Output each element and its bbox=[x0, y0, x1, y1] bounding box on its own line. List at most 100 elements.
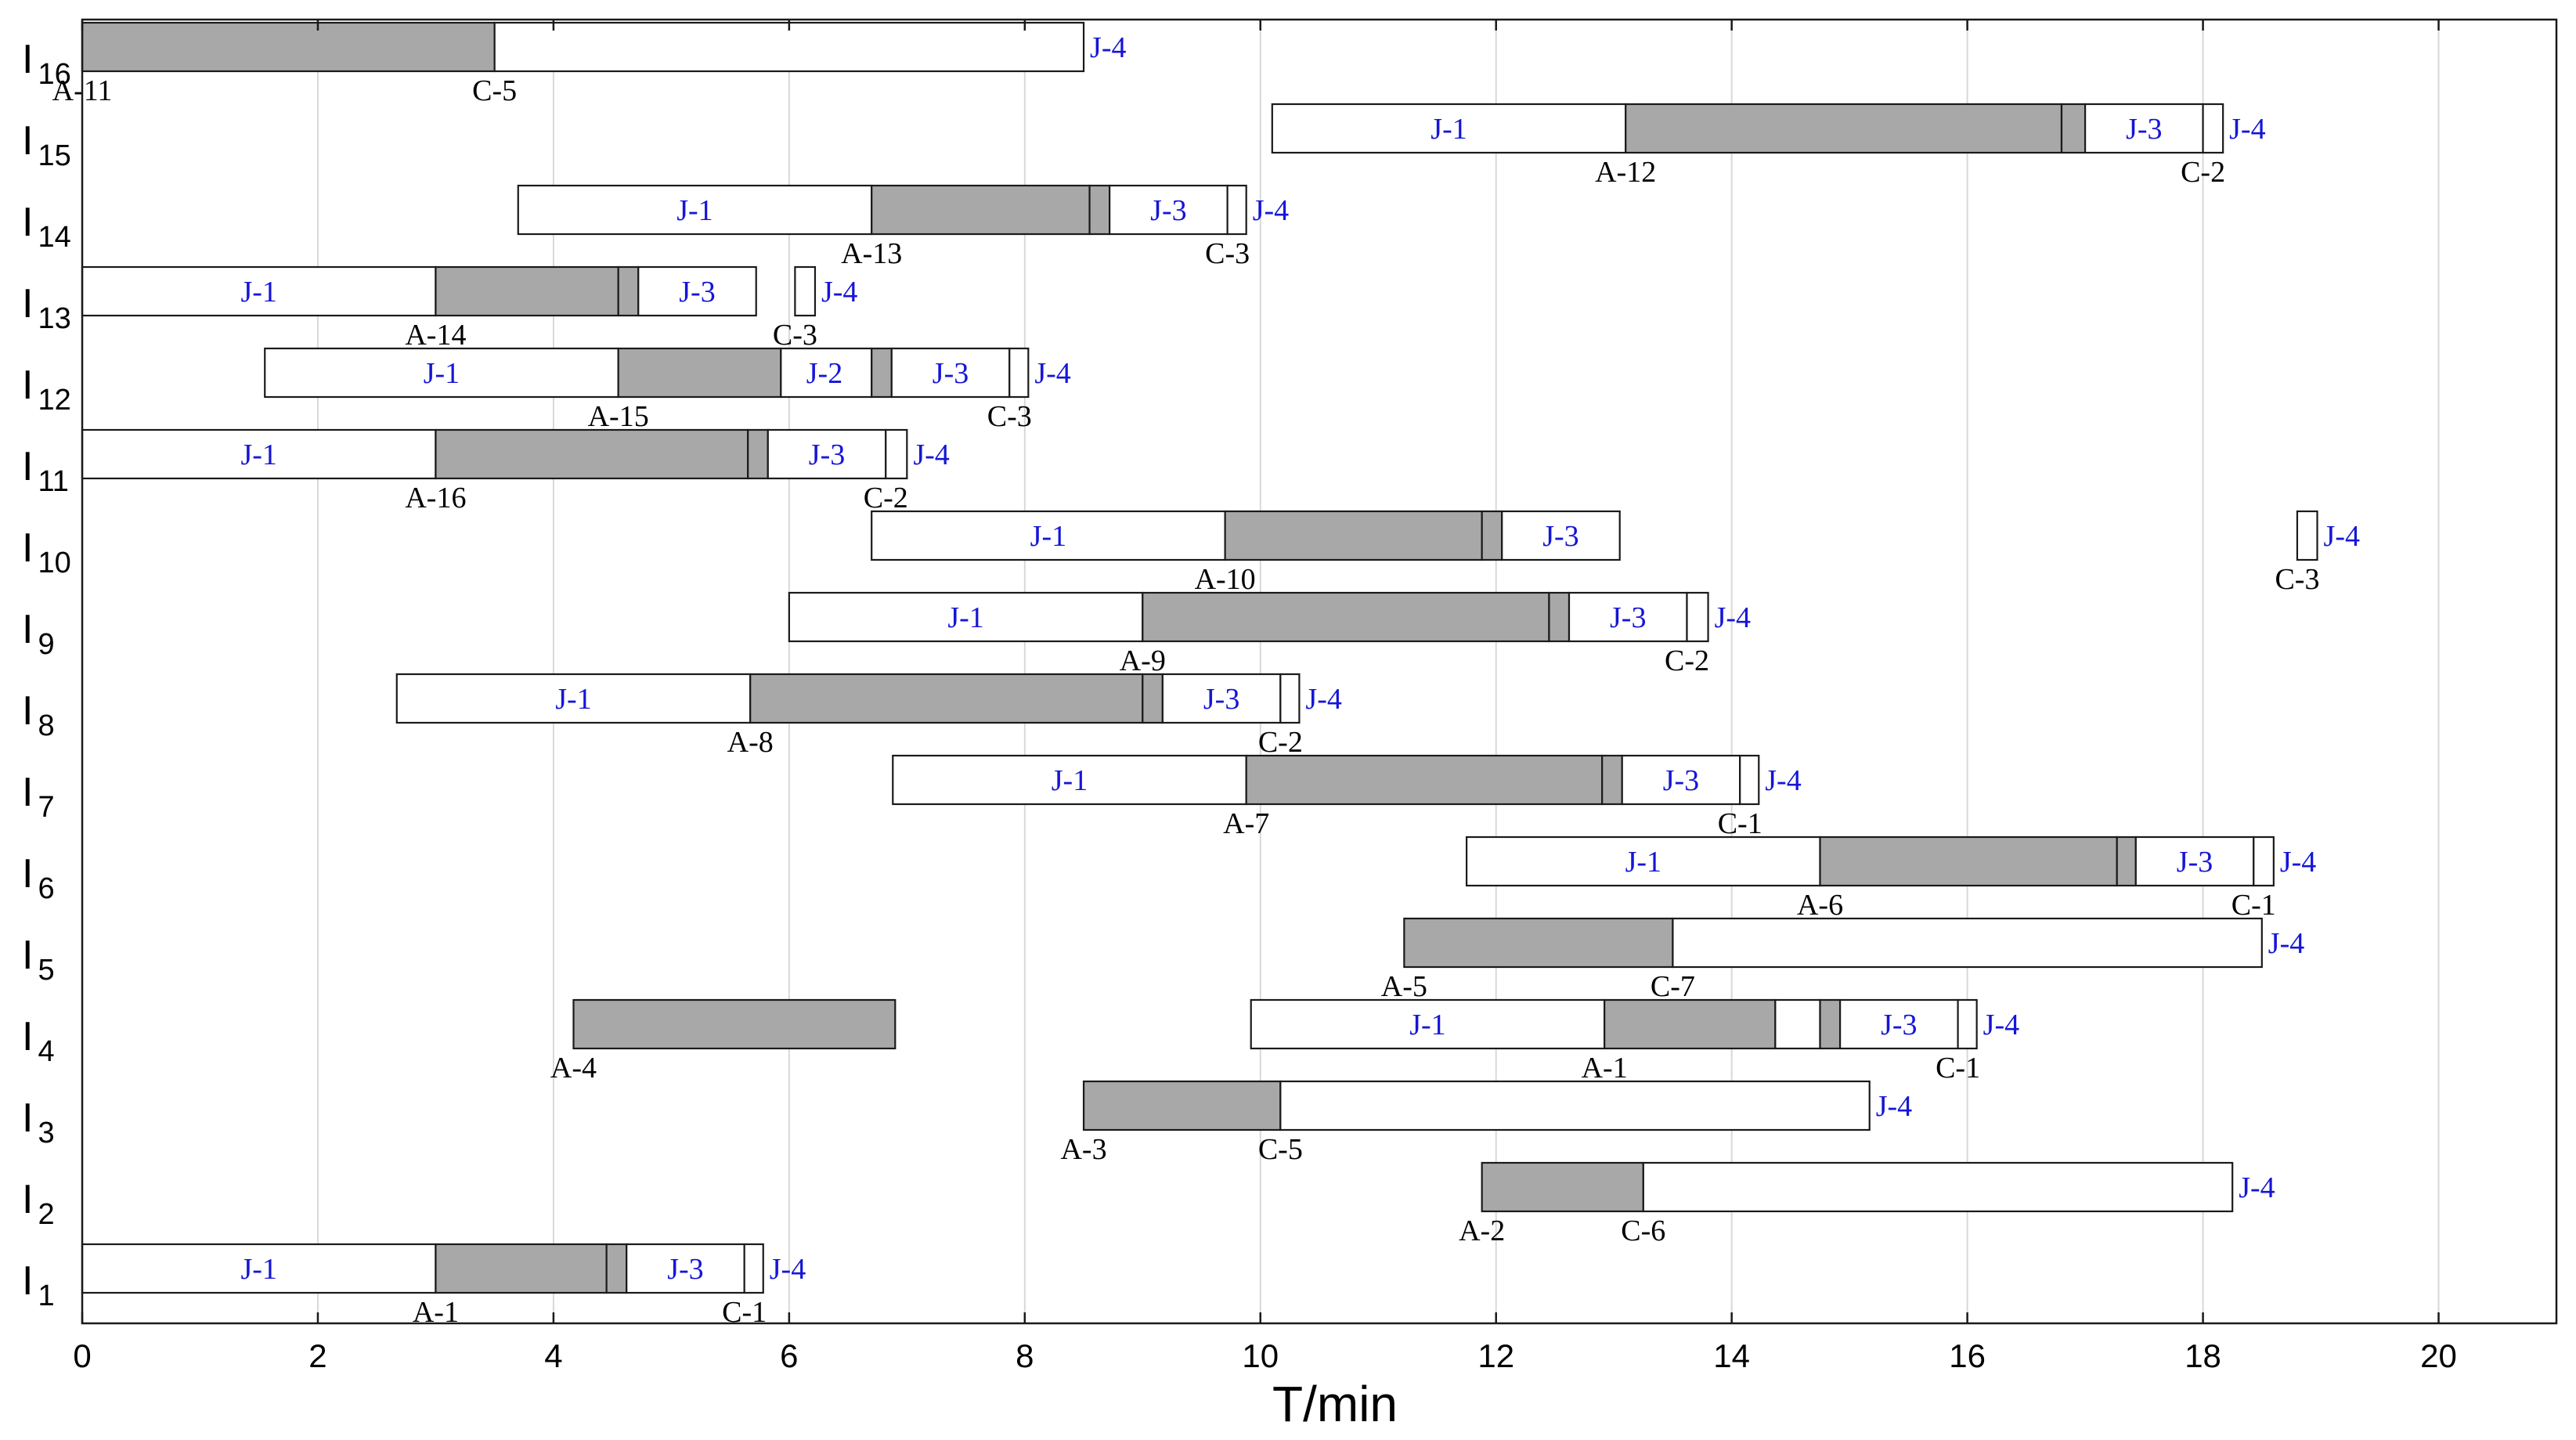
gantt-segment bbox=[626, 1243, 745, 1294]
gantt-segment bbox=[767, 428, 887, 480]
row-label-letter: I bbox=[22, 933, 33, 978]
gantt-segment bbox=[1279, 1080, 1871, 1131]
gantt-segment bbox=[1686, 591, 1709, 643]
job-label: J-3 bbox=[1542, 520, 1578, 553]
row-label-subscript: 1 bbox=[38, 1279, 54, 1312]
labels-layer: I 16J-4A-11 C-5I 15J-1 J-3 J-4A-12 C-2I 14J-1 J-… bbox=[22, 31, 2360, 1329]
job-label: J-3 bbox=[2126, 113, 2162, 146]
job-label: J-1 bbox=[947, 601, 983, 634]
job-label: J-3 bbox=[679, 276, 715, 309]
point-label: A-14 bbox=[405, 319, 466, 352]
gantt-segment bbox=[1774, 998, 1821, 1050]
gantt-segment bbox=[637, 265, 757, 317]
gantt-segment bbox=[395, 673, 752, 724]
gantt-segment bbox=[1224, 510, 1483, 561]
point-label: A-9 bbox=[1120, 644, 1166, 677]
job-label: J-4 bbox=[1983, 1009, 2019, 1041]
gantt-segment bbox=[1568, 591, 1688, 643]
job-label: J-4 bbox=[2239, 1171, 2275, 1204]
gantt-segment bbox=[1403, 917, 1674, 969]
gantt-segment bbox=[871, 347, 893, 399]
row-label-letter: I bbox=[22, 1014, 33, 1059]
point-label: A-12 bbox=[1595, 156, 1656, 189]
point-label: C-5 bbox=[1258, 1133, 1303, 1166]
row-label: I 15 bbox=[22, 118, 71, 172]
point-label: A-13 bbox=[841, 237, 902, 270]
gantt-segment bbox=[1642, 1161, 2234, 1213]
x-tick-label: 2 bbox=[308, 1337, 327, 1374]
gantt-segment bbox=[1739, 754, 1760, 806]
job-label: J-4 bbox=[913, 438, 949, 471]
job-label: J-1 bbox=[240, 438, 276, 471]
job-label: J-4 bbox=[770, 1253, 806, 1286]
gantt-segment bbox=[885, 428, 908, 480]
gantt-segment bbox=[1625, 103, 2063, 154]
gantt-segment bbox=[1621, 754, 1741, 806]
gantt-segment bbox=[892, 754, 1247, 806]
job-label: J-1 bbox=[676, 194, 713, 227]
job-label: J-4 bbox=[1765, 764, 1801, 797]
gantt-segment bbox=[1839, 998, 1959, 1050]
point-label: A-10 bbox=[1195, 563, 1256, 596]
row-label-letter: I bbox=[22, 281, 33, 327]
gantt-segment bbox=[890, 347, 1011, 399]
point-label: C-2 bbox=[1665, 644, 1709, 677]
job-label: J-1 bbox=[240, 1253, 276, 1286]
point-label: A-16 bbox=[405, 482, 466, 514]
point-label: C-3 bbox=[1205, 237, 1250, 270]
row-label-subscript: 6 bbox=[38, 872, 54, 905]
job-label: J-2 bbox=[806, 357, 842, 390]
gantt-segment bbox=[1271, 103, 1627, 154]
job-label: J-4 bbox=[1305, 683, 1341, 716]
job-label: J-1 bbox=[1052, 764, 1088, 797]
point-label: A-6 bbox=[1797, 889, 1843, 922]
gantt-segment bbox=[617, 265, 640, 317]
point-label: A-4 bbox=[550, 1052, 597, 1085]
gantt-segment bbox=[1008, 347, 1030, 399]
gantt-segment bbox=[435, 1243, 608, 1294]
gantt-segment bbox=[871, 510, 1226, 561]
job-label: J-3 bbox=[1881, 1009, 1917, 1041]
point-label: C-3 bbox=[987, 400, 1032, 433]
row-label-subscript: 8 bbox=[38, 709, 54, 742]
gantt-segment bbox=[794, 265, 817, 317]
gantt-segment bbox=[2116, 835, 2137, 887]
point-label: A-8 bbox=[727, 726, 774, 759]
gantt-segment bbox=[788, 591, 1144, 643]
job-label: J-1 bbox=[1030, 520, 1066, 553]
gantt-segment bbox=[1465, 835, 1821, 887]
row-label-letter: I bbox=[22, 770, 33, 815]
point-label: C-6 bbox=[1621, 1214, 1665, 1247]
gantt-segment bbox=[1481, 510, 1503, 561]
job-label: J-4 bbox=[1034, 357, 1070, 390]
gantt-segment bbox=[1548, 591, 1571, 643]
point-label: C-1 bbox=[1718, 807, 1762, 840]
row-label-subscript: 5 bbox=[38, 954, 54, 987]
gantt-segment bbox=[1279, 673, 1301, 724]
x-tick-label: 4 bbox=[544, 1337, 562, 1374]
point-label: C-3 bbox=[2275, 563, 2319, 596]
gantt-segment bbox=[743, 1243, 764, 1294]
gantt-segment bbox=[1088, 184, 1111, 236]
row-label-subscript: 7 bbox=[38, 791, 54, 824]
job-label: J-3 bbox=[1663, 764, 1699, 797]
gantt-segment bbox=[2253, 835, 2275, 887]
gantt-segment bbox=[1672, 917, 2263, 969]
job-label: J-4 bbox=[821, 276, 857, 309]
point-label: A-3 bbox=[1060, 1133, 1106, 1166]
job-label: J-4 bbox=[2280, 846, 2316, 879]
gantt-segment bbox=[1604, 998, 1777, 1050]
gantt-segment bbox=[1481, 1161, 1644, 1213]
job-label: J-1 bbox=[1625, 846, 1661, 879]
x-tick-label: 20 bbox=[2420, 1337, 2457, 1374]
gantt-segment bbox=[1109, 184, 1228, 236]
gantt-segment bbox=[1226, 184, 1247, 236]
gantt-segment bbox=[1161, 673, 1282, 724]
gantt-segment bbox=[435, 265, 619, 317]
